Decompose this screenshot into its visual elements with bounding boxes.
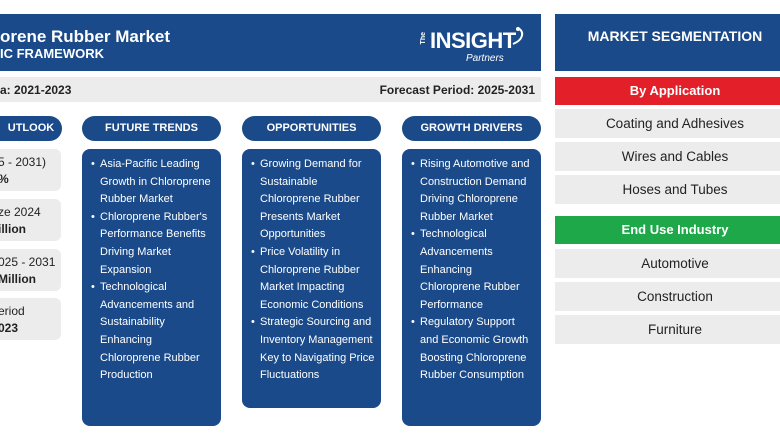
segment-item: Wires and Cables xyxy=(555,142,780,171)
logo-partners: Partners xyxy=(466,53,504,64)
logo-swoosh-icon xyxy=(512,27,524,45)
list-item: Chloroprene Rubber's Performance Benefit… xyxy=(91,209,215,279)
stat-value: illion xyxy=(0,222,26,236)
list-item: Asia-Pacific Leading Growth in Chloropre… xyxy=(91,156,215,209)
stat-label: ze 2024 xyxy=(0,205,41,219)
segment-item: Furniture xyxy=(555,315,780,344)
stat-label: eriod xyxy=(0,304,25,318)
segment-item: Automotive xyxy=(555,249,780,278)
future-trends-column: Asia-Pacific Leading Growth in Chloropre… xyxy=(82,149,221,426)
growth-drivers-column: Rising Automotive and Construction Deman… xyxy=(402,149,541,426)
opportunities-column: Growing Demand for Sustainable Chloropre… xyxy=(242,149,381,408)
opportunities-pill: OPPORTUNITIES xyxy=(242,116,381,141)
outlook-stat-size: ze 2024 illion xyxy=(0,199,61,241)
list-item: Regulatory Support and Economic Growth B… xyxy=(411,314,535,384)
historical-period: a: 2021-2023 xyxy=(0,83,72,97)
report-title: orene Rubber Market xyxy=(0,27,171,46)
stat-label: 5 - 2031) xyxy=(0,155,47,169)
stat-value: 023 xyxy=(0,321,19,335)
report-subtitle: IC FRAMEWORK xyxy=(0,46,104,61)
segment-item: Hoses and Tubes xyxy=(555,175,780,204)
segment-end-use-industry: End Use Industry xyxy=(555,216,780,244)
segment-item: Coating and Adhesives xyxy=(555,109,780,138)
logo-brand: INSIGHT xyxy=(430,28,516,53)
segmentation-header: MARKET SEGMENTATION xyxy=(555,14,780,71)
segment-item: Construction xyxy=(555,282,780,311)
outlook-pill: UTLOOK xyxy=(0,116,62,141)
insight-partners-logo: The INSIGHT Partners xyxy=(420,26,530,64)
forecast-period: Forecast Period: 2025-2031 xyxy=(379,83,535,97)
list-item: Technological Advancements Enhancing Chl… xyxy=(411,226,535,314)
growth-drivers-pill: GROWTH DRIVERS xyxy=(402,116,541,141)
list-item: Strategic Sourcing and Inventory Managem… xyxy=(251,314,375,384)
stat-label: 025 - 2031 xyxy=(0,255,56,269)
logo-the: The xyxy=(420,32,427,45)
list-item: Growing Demand for Sustainable Chloropre… xyxy=(251,156,375,244)
list-item: Technological Advancements and Sustainab… xyxy=(91,279,215,385)
future-trends-pill: FUTURE TRENDS xyxy=(82,116,221,141)
segment-by-application: By Application xyxy=(555,77,780,105)
period-bar: a: 2021-2023 Forecast Period: 2025-2031 xyxy=(0,77,541,102)
outlook-stat-forecast: 025 - 2031 Million xyxy=(0,249,61,291)
stat-value: % xyxy=(0,171,61,188)
outlook-stat-cagr: 5 - 2031) % xyxy=(0,149,61,191)
list-item: Price Volatility in Chloroprene Rubber M… xyxy=(251,244,375,314)
outlook-stat-period: eriod 023 xyxy=(0,298,61,340)
stat-value: Million xyxy=(0,272,36,286)
report-header: orene Rubber Market IC FRAMEWORK The INS… xyxy=(0,14,541,71)
list-item: Rising Automotive and Construction Deman… xyxy=(411,156,535,226)
